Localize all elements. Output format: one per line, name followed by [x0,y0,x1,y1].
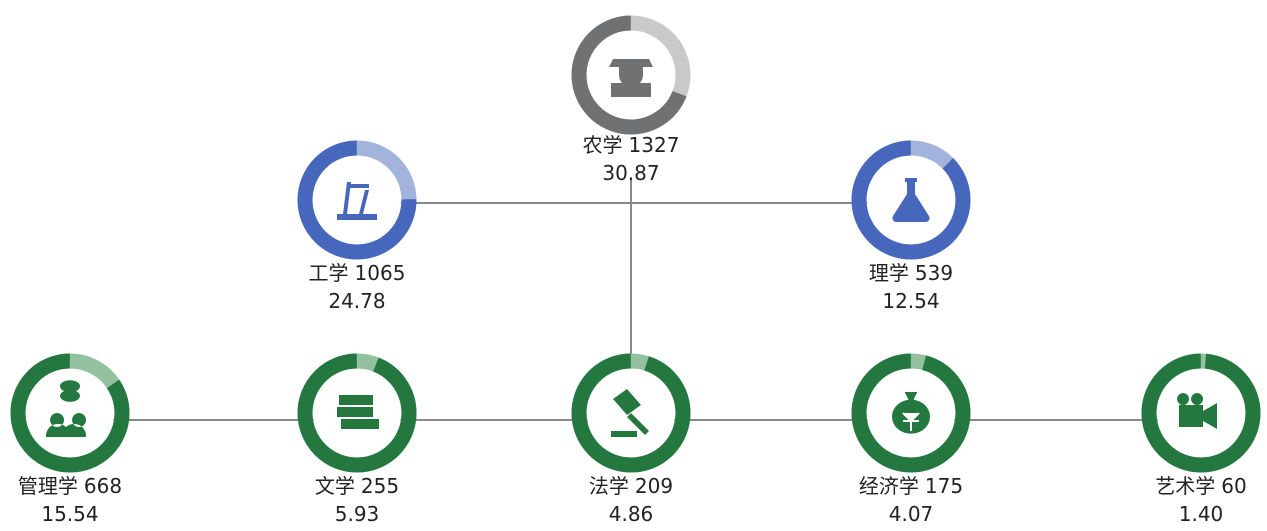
node-icon [337,182,377,220]
node: 理学 539 12.54 [851,140,971,313]
node-name: 农学 [583,133,623,157]
node: 工学 1065 24.78 [297,140,417,313]
ring-share [297,353,417,473]
node-icon [890,390,932,436]
node-name: 经济学 [859,474,919,498]
node-label: 经济学 175 [859,474,963,498]
node: 农学 1327 30.87 [571,15,691,185]
node-count: 1327 [629,133,680,157]
node-label: 农学 1327 [583,133,680,157]
node-icon [337,395,379,429]
ring-share [297,140,417,260]
node-count: 255 [361,474,399,498]
node-name: 理学 [869,261,909,285]
ring-share [571,353,691,473]
node-icon [611,389,649,437]
node-icon [609,59,653,97]
node-label: 艺术学 60 [1155,474,1246,498]
node-count: 60 [1221,474,1246,498]
node: 经济学 175 4.07 [851,353,971,526]
node-label: 文学 255 [315,474,399,498]
ring-share [10,353,130,473]
node-share: 24.78 [328,289,385,313]
node-share: 4.07 [889,502,934,526]
node-name: 法学 [589,474,629,498]
node-share: 1.40 [1179,502,1224,526]
node-share: 4.86 [609,502,654,526]
ring-share [851,353,971,473]
node-share: 30.87 [602,161,659,185]
node: 法学 209 4.86 [571,353,691,526]
node-icon [892,178,930,223]
ring-share [851,140,971,260]
node-share: 12.54 [882,289,939,313]
node-count: 539 [915,261,953,285]
node-count: 175 [925,474,963,498]
node-count: 668 [84,474,122,498]
node: 文学 255 5.93 [297,353,417,526]
node-label: 管理学 668 [18,474,122,498]
node-label: 理学 539 [869,261,953,285]
node-center [313,156,401,244]
node-icon [1177,393,1217,429]
node-name: 艺术学 [1155,474,1215,498]
ring-share [571,15,691,135]
node-icon [46,380,87,437]
node-name: 管理学 [18,474,78,498]
node-count: 209 [635,474,673,498]
node-name: 文学 [315,474,355,498]
ring-share [1141,353,1261,473]
node: 管理学 668 15.54 [10,353,130,526]
node-label: 法学 209 [589,474,673,498]
node: 艺术学 60 1.40 [1141,353,1261,526]
node-share: 15.54 [41,502,98,526]
node-label: 工学 1065 [309,261,406,285]
node-count: 1065 [355,261,406,285]
node-name: 工学 [309,261,349,285]
node-share: 5.93 [335,502,380,526]
